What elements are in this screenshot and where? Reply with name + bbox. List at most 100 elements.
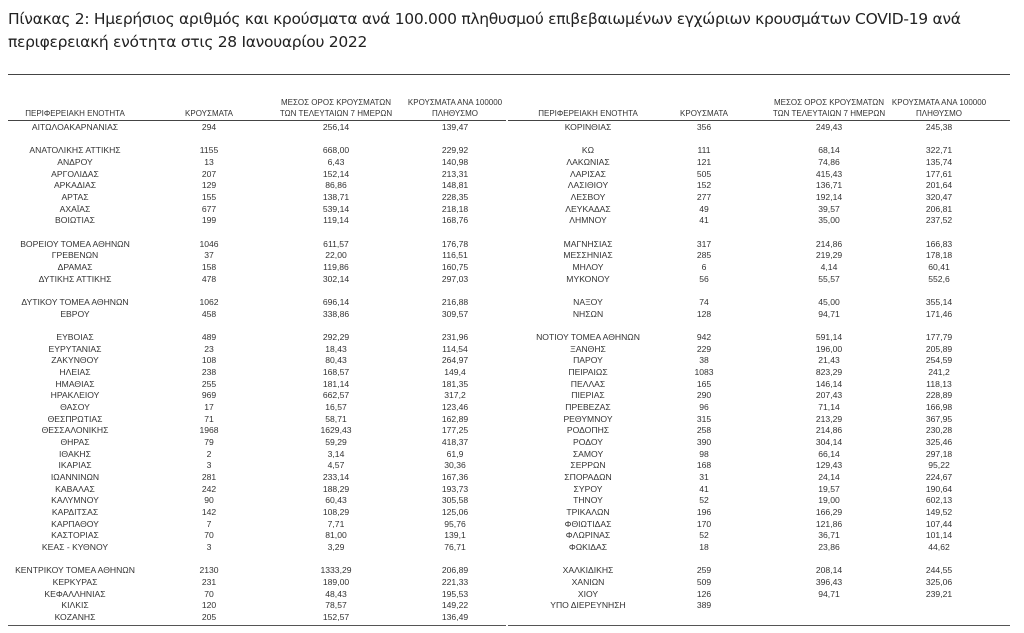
cases-cell: 199 xyxy=(201,215,217,226)
avg-7day-cell: 192,14 xyxy=(815,192,843,203)
cases-cell: 285 xyxy=(696,250,712,261)
region-cell: ΣΥΡΟΥ xyxy=(573,483,603,494)
cases-cell: 70 xyxy=(204,588,214,599)
region-cell: ΤΗΝΟΥ xyxy=(573,495,603,506)
region-cell: ΚΑΡΔΙΤΣΑΣ xyxy=(51,507,99,518)
region-cell: ΚΟΡΙΝΘΙΑΣ xyxy=(564,122,612,132)
avg-7day-cell: 1333,29 xyxy=(320,565,352,576)
per-100k-cell: 181,35 xyxy=(441,378,469,389)
header-text: ΜΕΣΟΣ ΟΡΟΣ ΚΡΟΥΣΜΑΤΩΝ xyxy=(280,98,392,107)
table-row: ΕΒΡΟΥ 458 338,86 309,57 xyxy=(8,309,506,321)
region-cell: ΕΥΡΥΤΑΝΙΑΣ xyxy=(48,343,102,354)
per-100k-cell: 44,62 xyxy=(928,542,950,553)
cases-cell: 31 xyxy=(699,472,709,483)
table-row: ΚΕΦΑΛΛΗΝΙΑΣ 70 48,43 195,53 xyxy=(8,589,506,601)
avg-7day-cell: 66,14 xyxy=(818,448,840,459)
avg-7day-cell: 219,29 xyxy=(815,250,843,261)
table-row: ΑΙΤΩΛΟΑΚΑΡΝΑΝΙΑΣ 294 256,14 139,47 xyxy=(8,122,506,134)
region-cell: ΙΚΑΡΙΑΣ xyxy=(58,460,92,471)
avg-7day-cell: 16,57 xyxy=(325,402,347,413)
avg-7day-cell: 662,57 xyxy=(322,390,350,401)
table-row: ΗΜΑΘΙΑΣ 255 181,14 181,35 xyxy=(8,379,506,391)
region-cell: ΝΗΣΩΝ xyxy=(572,308,604,319)
region-cell: ΛΕΥΚΑΔΑΣ xyxy=(565,203,611,214)
avg-7day-cell: 36,71 xyxy=(818,530,840,541)
table-row: ΑΧΑΪΑΣ 677 539,14 218,18 xyxy=(8,204,506,216)
per-100k-cell: 195,53 xyxy=(441,588,469,599)
table-row: ΔΥΤΙΚΗΣ ΑΤΤΙΚΗΣ 478 302,14 297,03 xyxy=(8,274,506,286)
region-cell: ΧΑΛΚΙΔΙΚΗΣ xyxy=(562,565,614,576)
table-row: ΘΗΡΑΣ 79 59,29 418,37 xyxy=(8,437,506,449)
region-cell: ΚΙΛΚΙΣ xyxy=(61,600,89,611)
per-100k-cell: 166,83 xyxy=(925,238,953,249)
table-row: ΛΗΜΝΟΥ 41 35,00 237,52 xyxy=(508,215,1010,227)
region-cell: ΔΥΤΙΚΟΥ ΤΟΜΕΑ ΑΘΗΝΩΝ xyxy=(21,297,129,308)
per-100k-cell: 228,89 xyxy=(925,390,953,401)
cases-cell: 168 xyxy=(696,460,712,471)
per-100k-cell: 355,14 xyxy=(925,297,953,308)
cases-cell: 3 xyxy=(206,542,212,553)
avg-7day-cell: 58,71 xyxy=(325,413,347,424)
table-row: ΓΡΕΒΕΝΩΝ 37 22,00 116,51 xyxy=(8,250,506,262)
region-cell: ΓΡΕΒΕΝΩΝ xyxy=(51,250,99,261)
cases-cell: 74 xyxy=(699,297,709,308)
region-cell: ΔΡΑΜΑΣ xyxy=(57,262,93,273)
table-row: ΡΟΔΟΥ 390 304,14 325,46 xyxy=(508,437,1010,449)
table-row: ΧΑΛΚΙΔΙΚΗΣ 259 208,14 244,55 xyxy=(508,565,1010,577)
region-cell: ΧΙΟΥ xyxy=(577,588,599,599)
cases-cell: 70 xyxy=(204,530,214,541)
table-header: ΠΕΡΙΦΕΡΕΙΑΚΗ ΕΝΟΤΗΤΑ ΚΡΟΥΣΜΑΤΑ ΜΕΣΟΣ ΟΡΟΣ … xyxy=(8,94,506,121)
region-cell: ΠΑΡΟΥ xyxy=(573,355,603,366)
region-cell: ΠΕΛΛΑΣ xyxy=(570,378,606,389)
avg-7day-cell: 35,00 xyxy=(818,215,840,226)
cases-cell: 13 xyxy=(204,157,214,167)
cases-cell: 152 xyxy=(696,180,712,191)
avg-7day-cell: 214,86 xyxy=(815,425,843,436)
table-row: ΚΑΛΥΜΝΟΥ 90 60,43 305,58 xyxy=(8,495,506,507)
per-100k-cell: 224,67 xyxy=(925,472,953,483)
avg-7day-cell: 7,71 xyxy=(327,518,345,529)
avg-7day-cell: 233,14 xyxy=(322,472,350,483)
per-100k-cell: 149,52 xyxy=(925,507,953,518)
header-avg-7day: ΜΕΣΟΣ ΟΡΟΣ ΚΡΟΥΣΜΑΤΩΝ ΤΩΝ ΤΕΛΕΥΤΑΙΩΝ 7 ΗΜ… xyxy=(280,97,392,119)
per-100k-cell: 231,96 xyxy=(441,332,469,343)
cases-cell: 242 xyxy=(201,483,217,494)
header-cases: ΚΡΟΥΣΜΑΤΑ xyxy=(680,108,728,119)
avg-7day-cell: 249,43 xyxy=(815,122,843,132)
cases-cell: 90 xyxy=(204,495,214,506)
region-cell: ΚΕΦΑΛΛΗΝΙΑΣ xyxy=(44,588,106,599)
cases-cell: 196 xyxy=(696,507,712,518)
avg-7day-cell: 136,71 xyxy=(815,180,843,191)
table-row: ΝΑΞΟΥ 74 45,00 355,14 xyxy=(508,297,1010,309)
table-row: ΚΙΛΚΙΣ 120 78,57 149,22 xyxy=(8,600,506,612)
avg-7day-cell: 3,29 xyxy=(327,542,345,553)
per-100k-cell: 206,81 xyxy=(925,203,953,214)
region-cell: ΠΙΕΡΙΑΣ xyxy=(571,390,605,401)
region-cell: ΕΒΡΟΥ xyxy=(60,308,90,319)
header-text: ΠΕΡΙΦΕΡΕΙΑΚΗ ΕΝΟΤΗΤΑ xyxy=(538,109,638,118)
per-100k-cell: 167,36 xyxy=(441,472,469,483)
table-row: ΑΝΑΤΟΛΙΚΗΣ ΑΤΤΙΚΗΣ 1155 668,00 229,92 xyxy=(8,145,506,157)
header-per-100k: ΚΡΟΥΣΜΑΤΑ ΑΝΑ 100000 ΠΛΗΘΥΣΜΟ xyxy=(408,97,502,119)
avg-7day-cell: 823,29 xyxy=(815,367,843,378)
table-row: ΜΥΚΟΝΟΥ 56 55,57 552,6 xyxy=(508,274,1010,286)
cases-cell: 38 xyxy=(699,355,709,366)
avg-7day-cell: 196,00 xyxy=(815,343,843,354)
cases-cell: 489 xyxy=(201,332,217,343)
table-row: ΤΗΝΟΥ 52 19,00 602,13 xyxy=(508,495,1010,507)
cases-cell: 56 xyxy=(699,273,709,284)
table-row: ΜΕΣΣΗΝΙΑΣ 285 219,29 178,18 xyxy=(508,250,1010,262)
per-100k-cell: 139,1 xyxy=(444,530,466,541)
cases-cell: 108 xyxy=(201,355,217,366)
cases-cell: 2 xyxy=(206,448,212,459)
header-text: ΚΡΟΥΣΜΑΤΑ ΑΝΑ 100000 xyxy=(891,98,987,107)
cases-cell: 229 xyxy=(696,343,712,354)
avg-7day-cell: 611,57 xyxy=(323,238,349,249)
region-cell: ΛΕΣΒΟΥ xyxy=(570,192,606,203)
avg-7day-cell: 19,00 xyxy=(818,495,840,506)
table-row: ΚΩ 111 68,14 322,71 xyxy=(508,145,1010,157)
per-100k-cell: 367,95 xyxy=(925,413,953,424)
cases-cell: 677 xyxy=(201,203,217,214)
cases-cell: 71 xyxy=(204,413,214,424)
region-cell: ΖΑΚΥΝΘΟΥ xyxy=(51,355,99,366)
